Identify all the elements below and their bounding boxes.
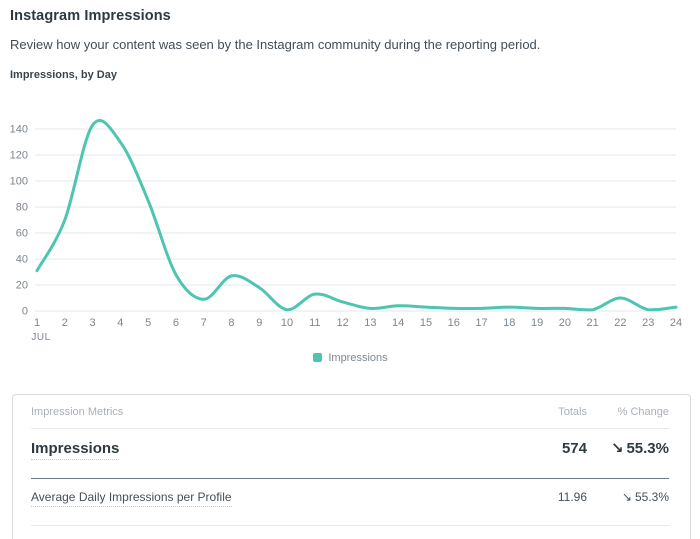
x-axis-tick-label: 22: [614, 317, 626, 329]
y-axis-tick-label: 0: [22, 306, 28, 318]
x-axis-tick-label: 9: [256, 317, 262, 329]
x-axis-tick-label: 4: [117, 317, 123, 329]
table-row: Average Daily Reach per Profile 4.63 ↘24…: [13, 526, 690, 539]
instagram-impressions-report: Instagram Impressions Review how your co…: [0, 8, 700, 539]
impression-metrics-table: Impression Metrics Totals % Change Impre…: [12, 394, 691, 539]
metric-change: ↘ 55.3%: [587, 439, 669, 457]
x-axis-tick-label: 11: [309, 317, 320, 329]
row-divider: [31, 428, 669, 429]
metric-change-value: 55.3%: [634, 490, 669, 504]
metric-change: ↘ 55.3%: [587, 490, 669, 504]
page-subtitle: Review how your content was seen by the …: [10, 37, 541, 52]
metric-change-value: 24.5%: [635, 537, 669, 539]
metric-change: ↘24.5%: [587, 537, 669, 539]
row-divider: [31, 478, 669, 479]
legend-swatch: [313, 353, 323, 362]
y-axis-tick-label: 60: [16, 228, 28, 240]
x-axis-tick-label: 16: [448, 317, 460, 329]
y-axis-tick-label: 120: [10, 150, 28, 162]
x-axis-tick-label: 15: [420, 317, 432, 329]
x-axis-tick-label: 8: [228, 317, 234, 329]
x-axis-tick-label: 12: [336, 317, 348, 329]
metric-label[interactable]: Impressions: [31, 439, 120, 460]
x-axis-tick-label: 5: [145, 317, 151, 329]
column-header-metric: Impression Metrics: [31, 406, 124, 418]
y-axis-tick-label: 140: [10, 124, 28, 136]
x-axis-tick-label: 2: [62, 317, 68, 329]
table-header-row: Impression Metrics Totals % Change: [13, 395, 690, 418]
chart-section-title: Impressions, by Day: [10, 69, 117, 81]
table-row: Impressions 574 ↘ 55.3%: [13, 429, 690, 468]
column-header-change: % Change: [617, 406, 669, 418]
metric-total: 4.63: [517, 537, 587, 539]
trend-down-icon: ↘: [622, 537, 632, 539]
x-axis-tick-label: 10: [281, 317, 293, 329]
legend-label: Impressions: [328, 351, 388, 364]
chart-legend: Impressions: [10, 351, 691, 364]
x-axis-month-label: JUL: [31, 332, 50, 343]
x-axis-tick-label: 17: [475, 317, 487, 329]
metric-change-value: 55.3%: [626, 440, 669, 457]
trend-down-icon: ↘: [610, 440, 624, 457]
metric-total: 574: [561, 439, 587, 457]
x-axis-tick-label: 7: [201, 317, 207, 329]
metric-total: 11.96: [557, 490, 587, 504]
x-axis-tick-label: 6: [173, 317, 179, 329]
x-axis-tick-label: 20: [559, 317, 571, 329]
x-axis-tick-label: 19: [531, 317, 543, 329]
legend-swatch-icon: [313, 353, 323, 362]
x-axis-tick-label: 24: [670, 317, 682, 329]
y-axis-tick-label: 40: [16, 254, 28, 266]
table-row: Average Daily Impressions per Profile 11…: [13, 479, 690, 515]
x-axis-tick-label: 14: [392, 317, 404, 329]
x-axis-tick-label: 3: [90, 317, 96, 329]
metric-label[interactable]: Average Daily Reach per Profile: [31, 537, 202, 539]
y-axis-tick-label: 20: [16, 280, 28, 292]
x-axis-tick-label: 21: [587, 317, 599, 329]
y-axis-tick-label: 80: [16, 202, 28, 214]
x-axis-tick-label: 23: [642, 317, 654, 329]
page-title: Instagram Impressions: [10, 8, 171, 24]
metric-label[interactable]: Average Daily Impressions per Profile: [31, 490, 232, 507]
trend-down-icon: ↘: [621, 490, 632, 504]
impressions-series-line: [35, 119, 678, 312]
x-axis-tick-label: 18: [503, 317, 515, 329]
y-axis-tick-label: 100: [10, 176, 28, 188]
row-divider: [31, 525, 669, 526]
x-axis-tick-label: 13: [364, 317, 376, 329]
x-axis-tick-label: 1: [34, 317, 40, 329]
column-header-totals: Totals: [558, 406, 587, 418]
